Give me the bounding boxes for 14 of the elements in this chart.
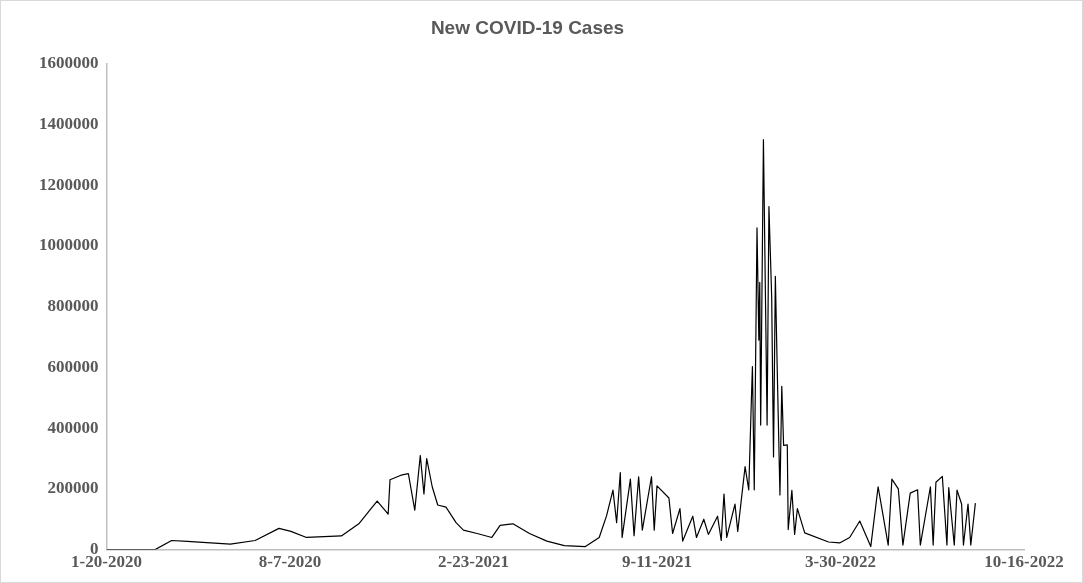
y-tick-label: 1400000 <box>39 113 99 133</box>
chart-title: New COVID-19 Cases <box>430 16 625 38</box>
y-tick-label: 600000 <box>47 356 99 376</box>
y-tick-label: 1000000 <box>39 235 99 255</box>
x-tick-label: 3-30-2022 <box>805 552 876 572</box>
x-tick-label: 10-16-2022 <box>984 552 1064 572</box>
y-tick-label: 1200000 <box>39 174 99 194</box>
y-tick-label: 800000 <box>47 296 99 316</box>
y-tick-label: 1600000 <box>39 53 99 73</box>
y-tick-label: 400000 <box>47 417 99 437</box>
x-tick-label: 2-23-2021 <box>438 552 509 572</box>
x-tick-label: 9-11-2021 <box>622 552 692 572</box>
x-tick-label: 8-7-2020 <box>258 552 322 572</box>
y-tick-label: 200000 <box>47 478 99 498</box>
